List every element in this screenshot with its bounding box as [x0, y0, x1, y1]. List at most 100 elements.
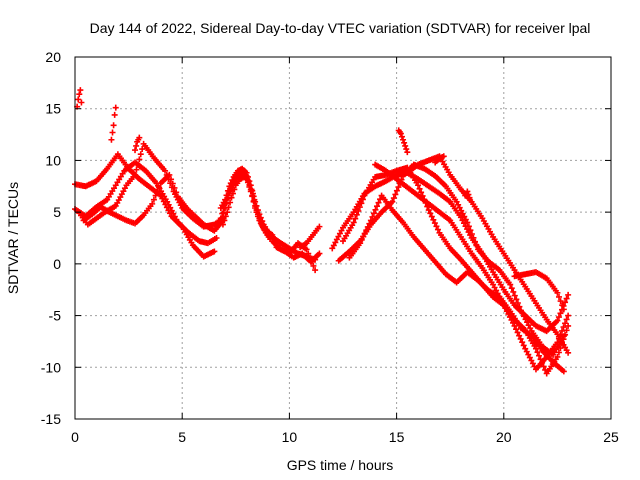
y-tick-label: -10 [41, 359, 61, 375]
data-point [224, 195, 231, 202]
data-point [156, 184, 163, 191]
data-point [508, 285, 515, 292]
y-tick-label: 5 [53, 204, 61, 220]
data-series [72, 159, 220, 247]
data-point [110, 122, 117, 129]
data-point [217, 219, 224, 226]
data-point [173, 189, 180, 196]
data-point [360, 233, 367, 240]
data-point [464, 188, 471, 195]
y-tick-label: -15 [41, 411, 61, 427]
data-point [562, 320, 569, 327]
data-point [404, 149, 411, 156]
data-point [152, 192, 159, 199]
data-point [514, 300, 521, 307]
data-point [542, 366, 549, 373]
data-point [390, 195, 397, 202]
data-point [557, 310, 564, 317]
data-point [565, 312, 572, 319]
data-point [253, 207, 260, 214]
data-point [465, 191, 472, 198]
x-tick-label: 0 [71, 429, 79, 445]
data-point [353, 211, 360, 218]
data-series [74, 87, 85, 110]
data-point [466, 194, 473, 201]
y-tick-label: 10 [45, 152, 61, 168]
data-point [534, 349, 541, 356]
data-point [226, 190, 233, 197]
data-series [395, 127, 411, 156]
data-series [273, 244, 323, 265]
data-point [222, 205, 229, 212]
data-point [358, 200, 365, 207]
data-point [507, 281, 514, 288]
data-series [372, 161, 572, 373]
data-point [514, 329, 521, 336]
y-tick-label: -5 [49, 308, 62, 324]
data-point [369, 213, 376, 220]
data-point [111, 111, 118, 118]
data-point [536, 352, 543, 359]
data-marks [72, 87, 572, 377]
data-point [162, 167, 169, 174]
data-point [75, 96, 82, 103]
data-point [137, 151, 144, 158]
data-point [136, 134, 143, 141]
data-point [77, 87, 84, 94]
data-point [431, 220, 438, 227]
data-point [222, 213, 229, 220]
data-point [565, 291, 572, 298]
data-point [150, 196, 157, 203]
data-point [219, 214, 226, 221]
data-point [211, 248, 218, 255]
data-point [357, 240, 364, 247]
data-series [108, 104, 119, 143]
data-point [76, 91, 83, 98]
data-point [433, 223, 440, 230]
data-point [392, 191, 399, 198]
data-point [227, 180, 234, 187]
data-point [468, 231, 475, 238]
data-point [401, 139, 408, 146]
data-point [560, 368, 567, 375]
data-point [555, 314, 562, 321]
data-point [465, 223, 472, 230]
data-point [440, 153, 447, 160]
data-point [513, 296, 520, 303]
data-point [358, 236, 365, 243]
data-point [356, 204, 363, 211]
data-point [246, 183, 253, 190]
x-tick-label: 25 [603, 429, 619, 445]
data-point [305, 250, 312, 257]
data-point [134, 161, 141, 168]
data-point [132, 171, 139, 178]
data-point [472, 238, 479, 245]
data-point [389, 198, 396, 205]
data-point [427, 210, 434, 217]
x-tick-label: 10 [282, 429, 298, 445]
data-point [364, 223, 371, 230]
x-axis-label: GPS time / hours [287, 457, 394, 473]
y-tick-label: 20 [45, 49, 61, 65]
data-point [516, 332, 523, 339]
data-point [565, 349, 572, 356]
data-series [217, 170, 276, 241]
data-point [250, 198, 257, 205]
data-point [352, 215, 359, 222]
data-point [310, 262, 317, 269]
data-point [520, 342, 527, 349]
data-point [169, 180, 176, 187]
data-point [316, 250, 323, 257]
ticks: 0 5 10 15 20 25 -15 -10 -5 0 5 10 15 20 [41, 49, 619, 445]
data-point [556, 293, 563, 300]
data-point [136, 156, 143, 163]
data-point [367, 217, 374, 224]
data-point [226, 183, 233, 190]
data-point [516, 303, 523, 310]
x-tick-label: 5 [178, 429, 186, 445]
data-point [227, 187, 234, 194]
data-point [243, 175, 250, 182]
data-point [229, 184, 236, 191]
data-point [558, 327, 565, 334]
